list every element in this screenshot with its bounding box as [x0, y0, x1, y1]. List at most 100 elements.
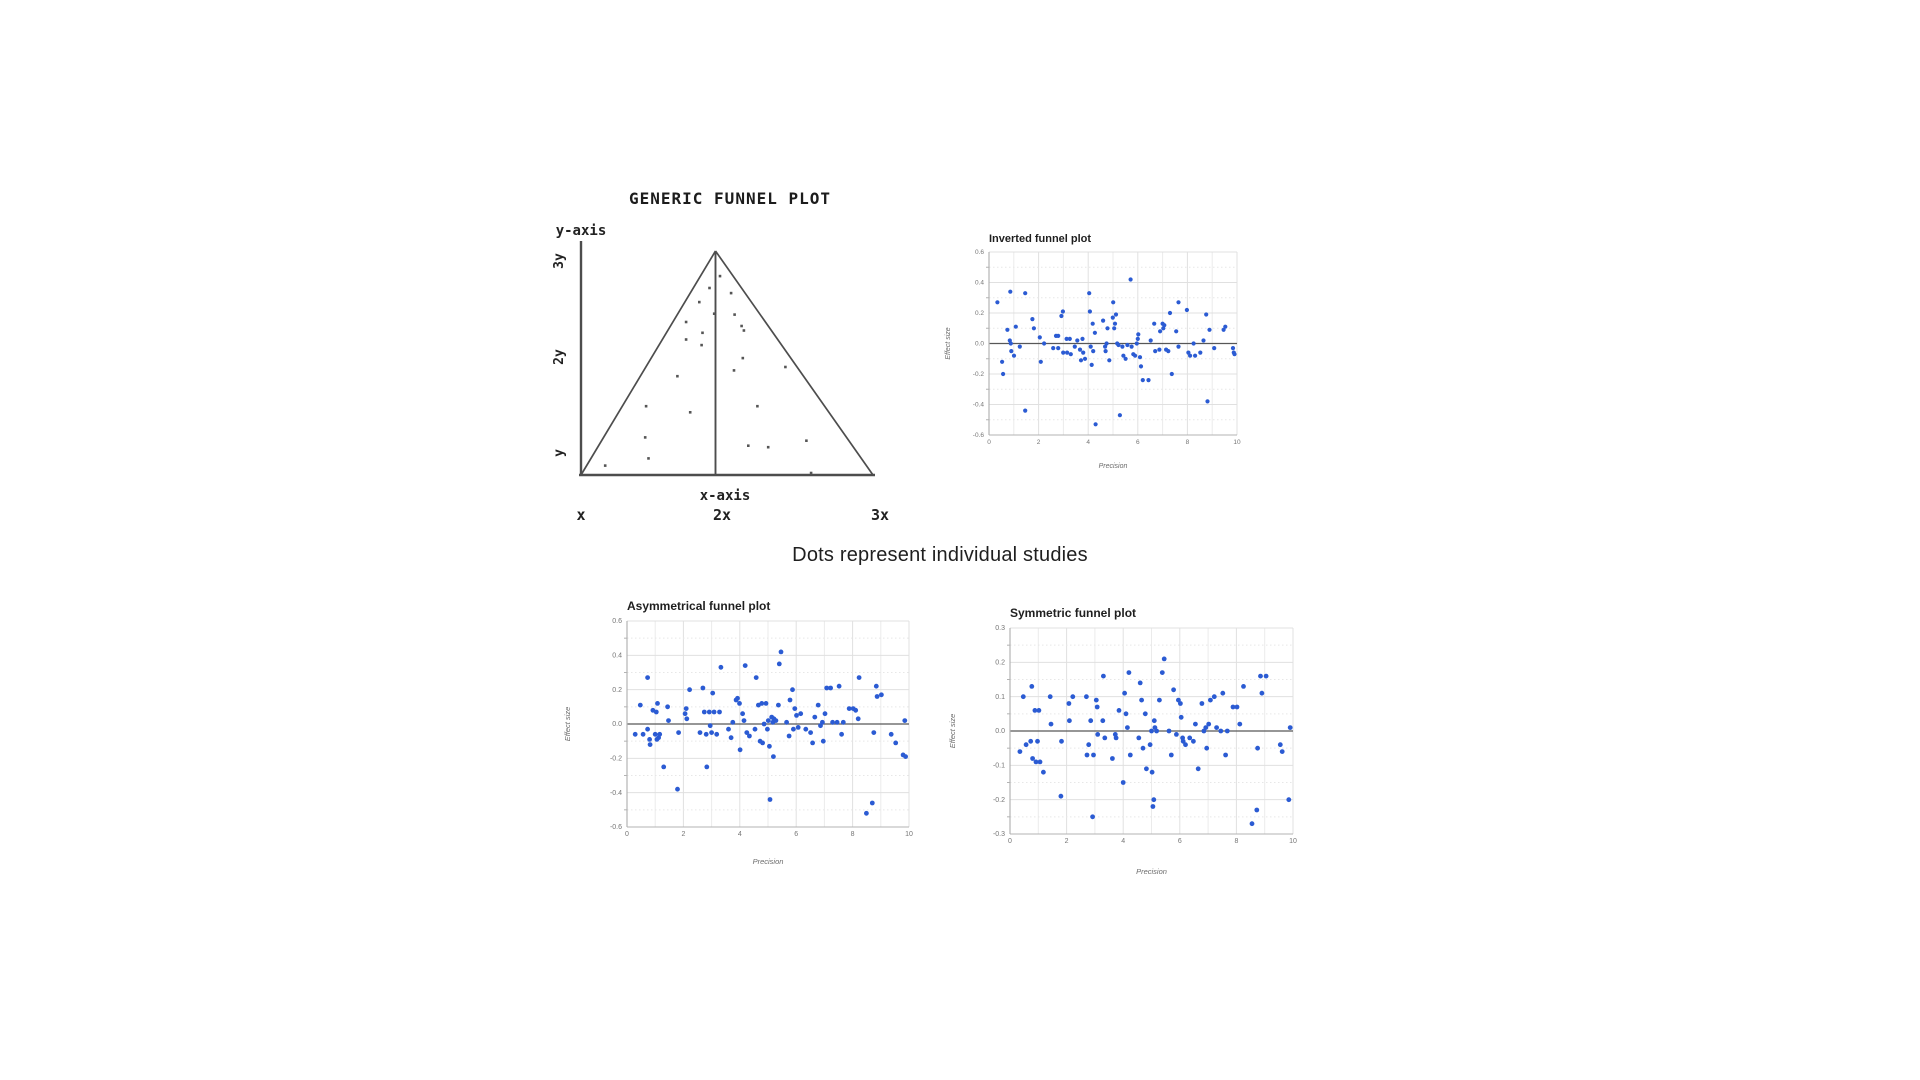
- scatter-point: [1101, 673, 1106, 679]
- scatter-point: [1072, 344, 1077, 349]
- scatter-point: [704, 764, 710, 770]
- x-axis-title: Precision: [1099, 463, 1128, 470]
- scatter-point: [718, 664, 724, 670]
- study-dot: [732, 369, 736, 372]
- scatter-point: [1067, 336, 1072, 341]
- y-tick-label: -0.6: [973, 432, 985, 439]
- scatter-point: [682, 711, 688, 717]
- x-tick-label: 4: [738, 831, 742, 838]
- scatter-point: [1206, 721, 1212, 727]
- scatter-point: [776, 702, 781, 708]
- scatter-point: [815, 702, 821, 708]
- scatter-point: [1237, 721, 1243, 727]
- study-dot: [688, 411, 692, 414]
- x-tick-label: 6: [794, 831, 798, 838]
- scatter-point: [1127, 752, 1133, 758]
- study-dot: [741, 356, 745, 360]
- scatter-point: [1058, 793, 1064, 799]
- scatter-point: [1056, 346, 1061, 351]
- y-tick-label: 0.0: [995, 728, 1005, 735]
- scatter-point: [820, 738, 826, 744]
- y-tick-label: 2y: [552, 349, 567, 365]
- scatter-point: [683, 706, 689, 711]
- scatter-point: [1220, 690, 1226, 696]
- scatter-point: [1091, 349, 1096, 354]
- study-dot: [708, 286, 711, 290]
- y-tick-label: -0.2: [993, 797, 1005, 804]
- scatter-point: [1017, 344, 1022, 349]
- y-tick-label: 0.1: [995, 694, 1005, 701]
- study-dot: [698, 300, 701, 304]
- scatter-point: [726, 726, 731, 732]
- scatter-point: [1279, 749, 1285, 754]
- funnel-left-edge: [580, 250, 717, 476]
- y-tick-label: 0.2: [975, 310, 984, 317]
- scatter-point: [1042, 341, 1047, 346]
- x-tick-label: 3x: [871, 506, 889, 524]
- scatter-point: [1068, 352, 1073, 357]
- scatter-point: [1056, 333, 1061, 338]
- scatter-point: [701, 709, 707, 715]
- scatter-point: [1184, 307, 1189, 313]
- y-tick-label: -0.2: [610, 756, 622, 763]
- y-tick-label: 0.2: [612, 687, 622, 694]
- scatter-point: [1176, 300, 1181, 305]
- scatter-point: [1009, 349, 1014, 354]
- y-axis-title: Effect size: [948, 714, 957, 749]
- scatter-point: [1218, 728, 1224, 734]
- scatter-point: [792, 706, 798, 711]
- scatter-point: [1174, 329, 1179, 334]
- scatter-point: [893, 740, 899, 746]
- x-tick-label: 10: [1289, 838, 1297, 845]
- scatter-point: [1223, 752, 1228, 758]
- scatter-point: [1138, 364, 1144, 369]
- scatter-point: [1258, 673, 1263, 679]
- scatter-point: [1035, 738, 1040, 744]
- scatter-point: [1092, 330, 1097, 335]
- funnel-right-edge: [714, 250, 874, 476]
- scatter-point: [703, 731, 709, 737]
- scatter-point: [1193, 721, 1198, 727]
- scatter-point: [791, 726, 796, 732]
- x-tick-label: 4: [1086, 439, 1090, 446]
- study-dot: [684, 320, 688, 324]
- scatter-point: [1113, 735, 1119, 741]
- scatter-point: [808, 730, 813, 735]
- study-dot: [647, 457, 650, 460]
- scatter-point: [1136, 735, 1142, 741]
- scatter-point: [1070, 694, 1076, 700]
- scatter-point: [1094, 704, 1100, 710]
- scatter-point: [1168, 752, 1174, 758]
- scatter-point: [1100, 718, 1106, 724]
- y-tick-label: 0.0: [975, 341, 984, 348]
- scatter-point: [798, 711, 804, 717]
- scatter-point: [1183, 742, 1188, 748]
- scatter-point: [869, 800, 875, 806]
- scatter-point: [1095, 732, 1101, 737]
- scatter-point: [1136, 332, 1141, 337]
- scatter-point: [1186, 350, 1191, 355]
- scatter-point: [1067, 718, 1072, 724]
- scatter-point: [1169, 371, 1174, 377]
- scatter-point: [700, 685, 706, 691]
- scatter-point: [874, 694, 880, 699]
- scatter-point: [737, 701, 742, 706]
- study-dot: [805, 439, 808, 442]
- scatter-point: [822, 711, 828, 717]
- x-tick-label: 6: [1178, 838, 1182, 845]
- scatter-point: [773, 718, 779, 723]
- scatter-point: [778, 649, 784, 655]
- study-dot: [756, 404, 759, 408]
- scatter-point: [1101, 318, 1106, 323]
- scatter-point: [995, 300, 1000, 305]
- study-dot: [718, 274, 722, 278]
- asym-funnel-plot-svg: 0.6 0.4 0.2 0.0 -0.2 -0.4 -0.60 2 4 6 8 10 Asymmetri…: [563, 599, 913, 866]
- study-dot: [676, 374, 679, 378]
- scatter-point: [1008, 341, 1013, 346]
- generic-funnel-plot-title: GENERIC FUNNEL PLOT: [628, 189, 832, 208]
- study-dot: [809, 471, 813, 475]
- scatter-point: [640, 731, 646, 737]
- scatter-point: [855, 716, 861, 722]
- inverted-funnel-plot-chart: 0.6 0.4 0.2 0.0 -0.2 -0.4 -0.6 0 2 4 6 8 10 Inverted …: [940, 222, 1260, 482]
